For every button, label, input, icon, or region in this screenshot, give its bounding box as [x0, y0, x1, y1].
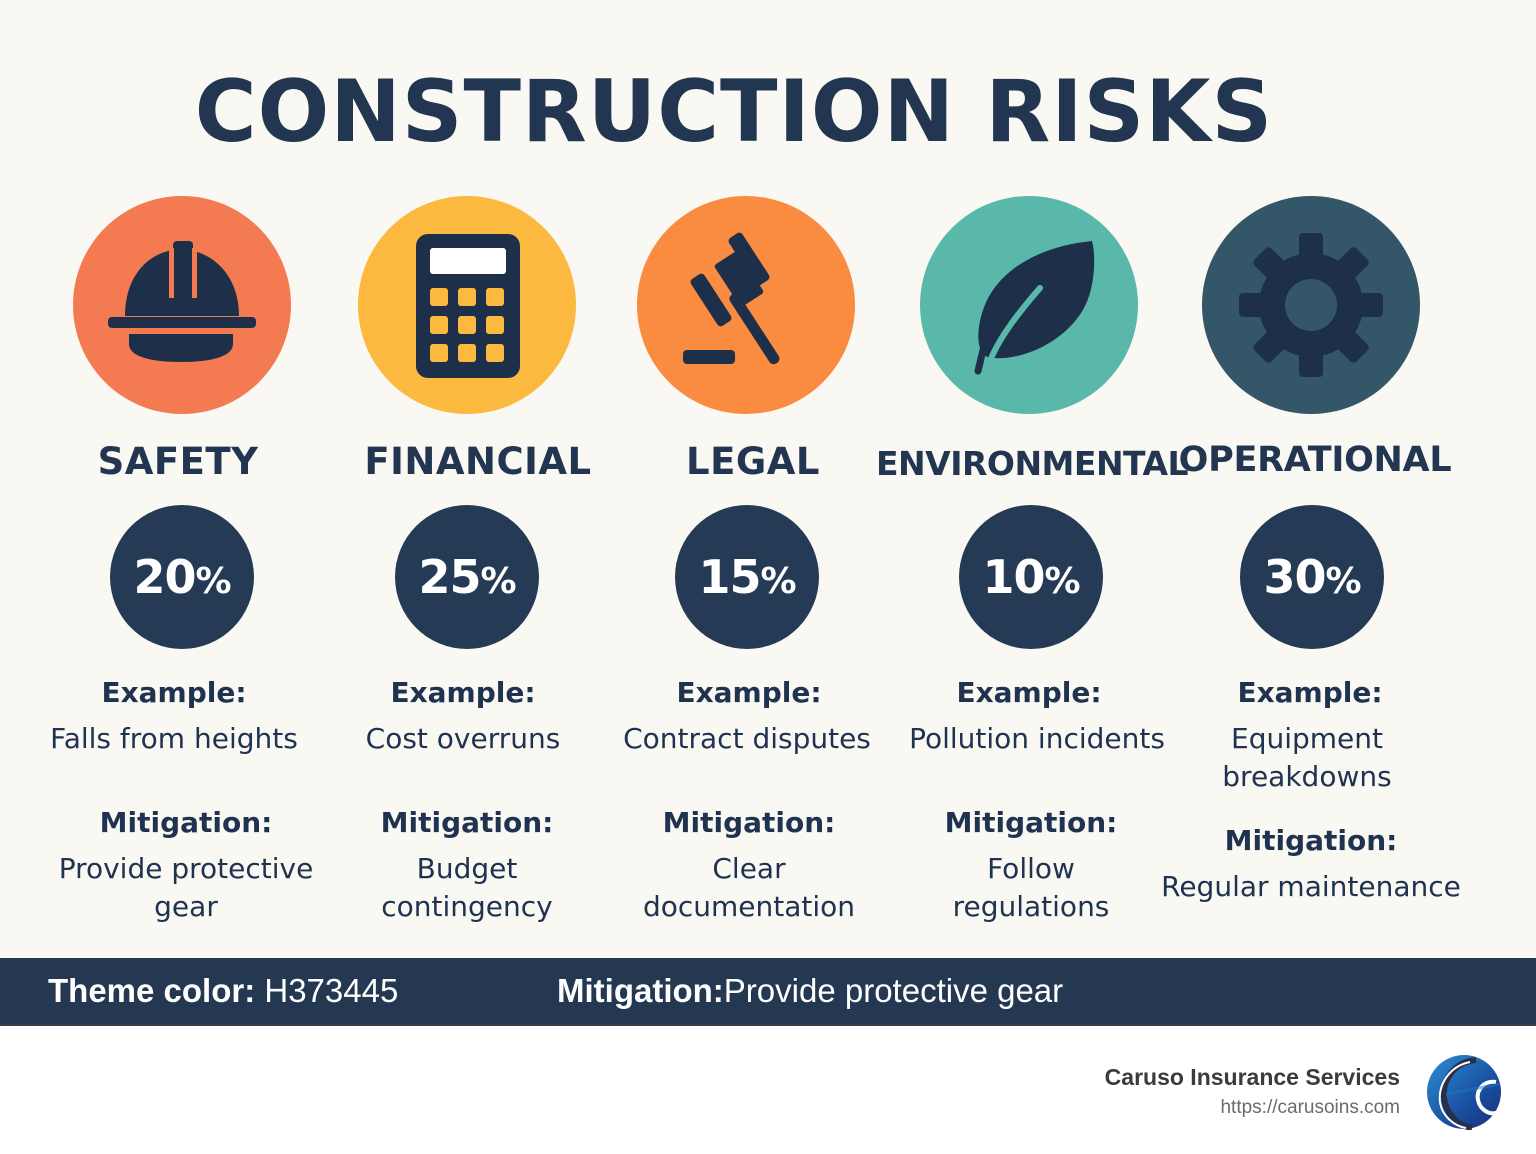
- mitigation-text: Clear documentation: [642, 852, 856, 923]
- category-label: ENVIRONMENTAL: [876, 444, 1189, 483]
- percent-symbol: %: [195, 561, 231, 602]
- safety-icon-circle: [73, 196, 291, 414]
- mitigation-heading: Mitigation:: [662, 806, 836, 839]
- risk-column-operational: OPERATIONAL 30% Example: Equipment break…: [1161, 0, 1461, 958]
- mitigation-heading: Mitigation:: [1224, 824, 1398, 857]
- operational-icon-circle: [1202, 196, 1420, 414]
- calculator-icon: [416, 234, 520, 378]
- example-text: Equipment breakdowns: [1222, 722, 1392, 793]
- brand-url[interactable]: https://carusoins.com: [1220, 1097, 1400, 1118]
- brand-block: Caruso Insurance Services https://caruso…: [1105, 1064, 1400, 1119]
- percent-badge: 20%: [110, 505, 254, 649]
- brand-name: Caruso Insurance Services: [1104, 1064, 1400, 1090]
- percent-symbol: %: [760, 561, 796, 602]
- leaf-icon: [974, 241, 1095, 375]
- category-label: OPERATIONAL: [1178, 440, 1452, 480]
- example-heading: Example:: [101, 676, 247, 709]
- info-banner: Theme color: H373445 Mitigation:Provide …: [0, 958, 1536, 1026]
- category-label: SAFETY: [97, 440, 259, 483]
- example-text: Falls from heights: [50, 722, 298, 755]
- percent-symbol: %: [1325, 561, 1361, 602]
- example-text: Contract disputes: [623, 722, 871, 755]
- percent-badge: 15%: [675, 505, 819, 649]
- theme-color-label: Theme color:: [48, 972, 256, 1009]
- percent-symbol: %: [1044, 561, 1080, 602]
- legal-icon-circle: [637, 196, 855, 414]
- percent-badge: 25%: [395, 505, 539, 649]
- example-text: Cost overruns: [365, 722, 561, 755]
- mitigation-label: Mitigation:: [557, 972, 724, 1009]
- mitigation-text: Provide protective gear: [58, 852, 314, 923]
- percent-badge: 10%: [959, 505, 1103, 649]
- example-heading: Example:: [676, 676, 822, 709]
- hard-hat-icon: [108, 241, 256, 362]
- percent-value: 25: [418, 550, 481, 604]
- percent-symbol: %: [480, 561, 516, 602]
- mitigation-text: Budget contingency: [381, 852, 553, 923]
- infographic-canvas: CONSTRUCTION RISKS SAFETY 20% Example: F…: [0, 0, 1536, 958]
- percent-value: 30: [1263, 550, 1326, 604]
- mitigation-heading: Mitigation:: [944, 806, 1118, 839]
- gear-icon: [1239, 233, 1383, 377]
- category-label: LEGAL: [686, 440, 820, 483]
- page-title: CONSTRUCTION RISKS: [194, 62, 1274, 162]
- mitigation-heading: Mitigation:: [380, 806, 554, 839]
- mitigation-value: Provide protective gear: [723, 972, 1064, 1009]
- percent-value: 15: [698, 550, 761, 604]
- percent-badge: 30%: [1240, 505, 1384, 649]
- financial-icon-circle: [358, 196, 576, 414]
- theme-color-value: H373445: [264, 972, 399, 1009]
- risk-column-environmental: ENVIRONMENTAL 10% Example: Pollution inc…: [876, 0, 1189, 958]
- example-heading: Example:: [1237, 676, 1383, 709]
- mitigation-text: Regular maintenance: [1161, 870, 1461, 903]
- mitigation-text: Follow regulations: [952, 852, 1110, 923]
- risk-column-legal: LEGAL 15% Example: Contract disputes Mit…: [597, 0, 897, 958]
- percent-value: 20: [133, 550, 196, 604]
- theme-color-info: Theme color: H373445: [48, 972, 398, 1010]
- example-heading: Example:: [956, 676, 1102, 709]
- risk-column-safety: SAFETY 20% Example: Falls from heights M…: [32, 0, 332, 958]
- environmental-icon-circle: [920, 196, 1138, 414]
- percent-value: 10: [982, 550, 1045, 604]
- category-label: FINANCIAL: [364, 440, 592, 483]
- gavel-icon: [683, 232, 780, 365]
- mitigation-heading: Mitigation:: [99, 806, 273, 839]
- mitigation-info: Mitigation:Provide protective gear: [557, 972, 1063, 1010]
- example-text: Pollution incidents: [909, 722, 1165, 755]
- brand-logo-icon: [1427, 1055, 1501, 1130]
- example-heading: Example:: [390, 676, 536, 709]
- risk-column-financial: FINANCIAL 25% Example: Cost overruns Mit…: [317, 0, 617, 958]
